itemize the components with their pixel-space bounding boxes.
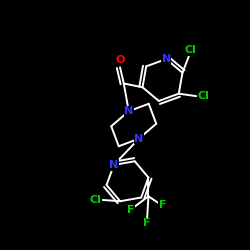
Text: Cl: Cl [197, 91, 209, 101]
Text: Cl: Cl [89, 195, 101, 205]
Text: F: F [144, 218, 151, 228]
Text: N: N [124, 106, 134, 116]
Text: N: N [162, 54, 171, 64]
Text: N: N [134, 134, 143, 144]
Text: N: N [109, 160, 118, 170]
Text: Cl: Cl [185, 45, 197, 55]
Text: F: F [159, 200, 166, 210]
Text: O: O [115, 55, 125, 65]
Text: F: F [127, 205, 134, 215]
